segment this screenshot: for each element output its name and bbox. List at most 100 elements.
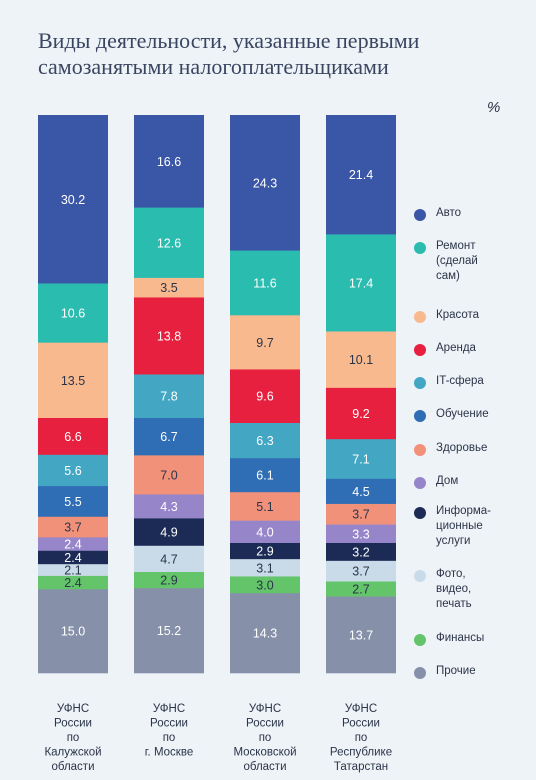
legend-item: Здоровье: [414, 441, 526, 456]
category-label: УФНС России по г. Москве: [145, 703, 193, 759]
segment-value-label: 4.7: [160, 552, 177, 566]
legend-swatch: [414, 242, 426, 254]
bar-segment: [134, 588, 204, 674]
category-label: УФНС России по Московской области: [233, 703, 296, 773]
bar-segment: [38, 486, 108, 518]
bar-segment: [38, 115, 108, 284]
bar-segment: [38, 564, 108, 577]
legend-label: Ремонт (сделай сам): [436, 240, 478, 282]
bar-segment: [326, 331, 396, 389]
legend-item: Информа- ционные услуги: [414, 504, 526, 549]
legend-label: Здоровье: [436, 442, 488, 454]
bar-segment: [230, 593, 300, 674]
segment-value-label: 4.3: [160, 500, 177, 514]
bar-segment: [38, 454, 108, 487]
bar-segment: [326, 596, 396, 674]
segment-value-label: 15.0: [61, 625, 85, 639]
legend-label: Информа- ционные услуги: [436, 505, 492, 547]
bar-segment: [134, 417, 204, 456]
segment-value-label: 11.6: [253, 276, 276, 290]
segment-value-label: 7.8: [160, 390, 177, 404]
bar-segment: [134, 207, 204, 279]
bar-segment: [38, 516, 108, 538]
bar-segment: [134, 277, 204, 298]
legend-swatch: [414, 311, 426, 323]
segment-value-label: 2.4: [64, 551, 81, 565]
segment-value-label: 6.3: [256, 434, 273, 448]
bar-segment: [38, 537, 108, 552]
legend-item: Прочие: [414, 664, 526, 679]
legend-item: Фото, видео, печать: [414, 567, 526, 612]
segment-value-label: 13.8: [157, 329, 181, 343]
segment-value-label: 3.7: [352, 565, 369, 579]
segment-value-label: 3.5: [160, 281, 177, 295]
legend-swatch: [414, 410, 426, 422]
segment-value-label: 2.4: [64, 576, 81, 590]
legend-swatch: [414, 507, 426, 519]
segment-value-label: 13.5: [61, 374, 85, 388]
bar-segment: [38, 417, 108, 456]
legend-swatch: [414, 667, 426, 679]
segment-value-label: 12.6: [157, 236, 181, 250]
legend-item: Финансы: [414, 631, 526, 646]
chart-title: Виды деятельности, указанные первыми сам…: [38, 28, 420, 79]
legend-swatch: [414, 634, 426, 646]
segment-value-label: 4.9: [160, 526, 177, 540]
bar-segment: [326, 542, 396, 562]
unit-label: %: [487, 99, 501, 116]
segment-value-label: 5.1: [256, 500, 273, 514]
legend-swatch: [414, 570, 426, 582]
segment-value-label: 6.7: [160, 430, 177, 444]
bar-segment: [38, 550, 108, 565]
bar-segment: [38, 342, 108, 419]
legend-label: Аренда: [436, 342, 476, 354]
legend-swatch: [414, 477, 426, 489]
bar-segment: [230, 250, 300, 316]
bar-segment: [230, 458, 300, 493]
legend-item: Авто: [414, 206, 526, 221]
segment-value-label: 3.7: [64, 521, 81, 535]
segment-value-label: 3.0: [256, 578, 273, 592]
segment-value-label: 21.4: [349, 168, 373, 182]
bar-segment: [134, 455, 204, 495]
segment-value-label: 10.6: [61, 307, 85, 321]
legend-item: Аренда: [414, 341, 526, 356]
legend-label: IT-сфера: [436, 375, 484, 387]
legend-swatch: [414, 444, 426, 456]
segment-value-label: 5.5: [64, 495, 81, 509]
bar-segment: [230, 520, 300, 544]
bar-segment: [326, 524, 396, 544]
bar-segment: [230, 492, 300, 521]
segment-value-label: 7.0: [160, 468, 177, 482]
bar-segment: [326, 234, 396, 332]
segment-value-label: 3.2: [352, 545, 369, 559]
legend-item: Дом: [414, 474, 526, 489]
segment-value-label: 2.7: [352, 583, 369, 597]
bar-segment: [326, 439, 396, 480]
legend-swatch: [414, 209, 426, 221]
bar-segment: [326, 560, 396, 582]
legend-label: Фото, видео, печать: [436, 568, 472, 610]
segment-value-label: 9.7: [256, 336, 273, 350]
segment-value-label: 3.1: [256, 561, 273, 575]
segment-value-label: 15.2: [157, 624, 181, 638]
bar-segment: [134, 494, 204, 519]
segment-value-label: 30.2: [61, 193, 85, 207]
legend-swatch: [414, 344, 426, 356]
segment-value-label: 14.3: [253, 627, 277, 641]
bar-segment: [38, 283, 108, 343]
segment-value-label: 6.6: [64, 430, 81, 444]
segment-value-label: 2.9: [160, 574, 177, 588]
segment-value-label: 16.6: [157, 155, 181, 169]
segment-value-label: 4.5: [352, 485, 369, 499]
bar-segment: [134, 518, 204, 547]
legend-item: IT-сфера: [414, 374, 526, 389]
bar-segment: [326, 478, 396, 505]
segment-value-label: 10.1: [349, 353, 373, 367]
segment-value-label: 9.6: [256, 390, 273, 404]
bar-segment: [326, 581, 396, 597]
bar-segment: [326, 503, 396, 525]
legend-label: Красота: [436, 309, 480, 321]
legend-label: Финансы: [436, 632, 485, 644]
